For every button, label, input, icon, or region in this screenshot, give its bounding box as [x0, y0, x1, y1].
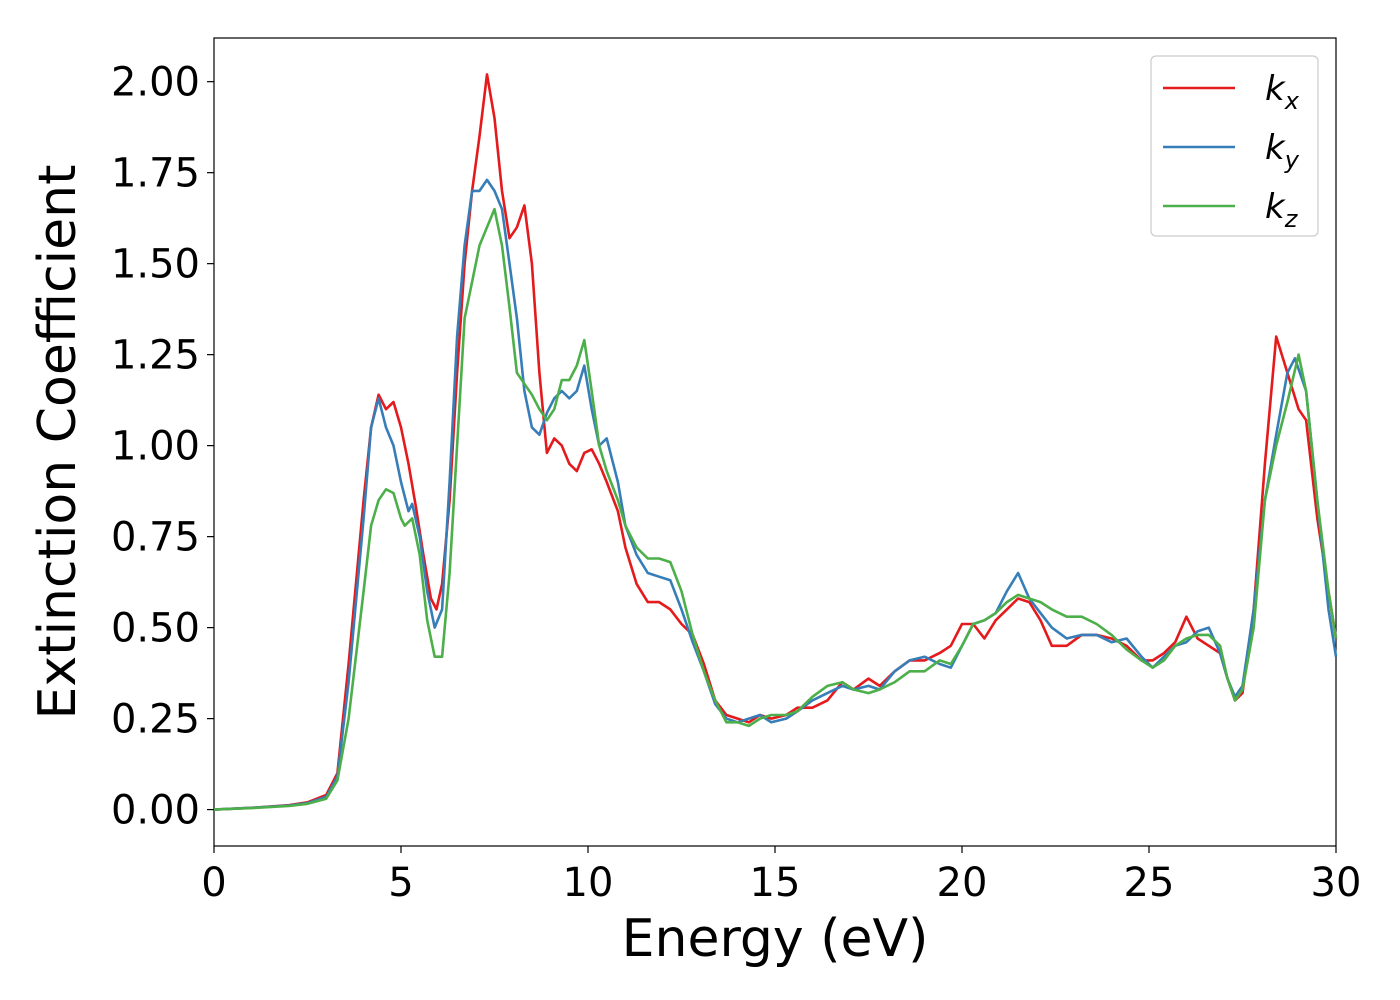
legend-label-subscript: y — [1284, 146, 1300, 174]
y-axis-title: Extinction Coefficient — [28, 165, 88, 720]
x-tick-label: 30 — [1311, 860, 1362, 906]
legend-label-base: k — [1265, 187, 1286, 227]
y-tick-label: 1.00 — [111, 424, 200, 470]
legend-label-y: ky — [1265, 128, 1300, 174]
series-line-y — [213, 178, 1338, 811]
x-tick-label: 20 — [937, 860, 988, 906]
y-tick-label: 0.00 — [111, 788, 200, 834]
x-tick-label: 10 — [563, 860, 614, 906]
x-tick-label: 25 — [1124, 860, 1175, 906]
y-tick-label: 1.25 — [111, 333, 200, 379]
x-tick-label: 15 — [750, 860, 801, 906]
y-tick-label: 0.50 — [111, 606, 200, 652]
x-tick-label: 0 — [201, 860, 226, 906]
y-tick-label: 1.75 — [111, 151, 200, 197]
y-tick-label: 2.00 — [111, 60, 200, 106]
y-tick-label: 0.75 — [111, 515, 200, 561]
plot-area — [213, 37, 1337, 847]
legend-label-subscript: x — [1284, 87, 1300, 115]
legend-label-x: kx — [1265, 69, 1300, 115]
series-line-z — [213, 207, 1338, 811]
y-tick-label: 0.25 — [111, 697, 200, 743]
x-axis-title: Energy (eV) — [622, 909, 929, 969]
legend-label-z: kz — [1265, 187, 1299, 233]
series-layer — [213, 73, 1338, 811]
legend-label-subscript: z — [1284, 205, 1299, 233]
x-tick-label: 5 — [388, 860, 413, 906]
x-axis: 0 5 10 15 20 25 30 — [201, 846, 1361, 906]
legend-label-base: k — [1265, 69, 1286, 109]
y-axis: 0.00 0.25 0.50 0.75 1.00 1.25 1.50 1.75 2.00 — [111, 60, 214, 834]
y-tick-label: 1.50 — [111, 242, 200, 288]
legend-label-base: k — [1265, 128, 1286, 168]
series-line-x — [213, 73, 1338, 811]
